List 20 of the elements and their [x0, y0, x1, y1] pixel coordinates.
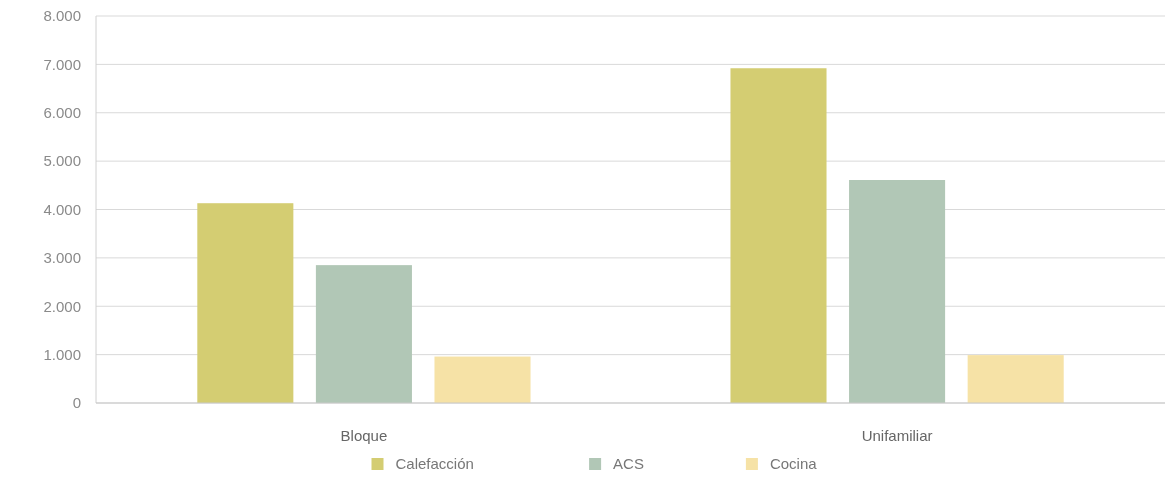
legend-label: Calefacción [395, 455, 474, 473]
y-tick-label: 5.000 [43, 152, 81, 170]
x-tick-label: Bloque [340, 427, 388, 444]
y-tick-label: 3.000 [43, 249, 81, 267]
y-tick-label: 7.000 [43, 55, 81, 73]
y-tick-label: 2.000 [43, 297, 81, 315]
bar [315, 265, 412, 403]
bar [849, 179, 946, 403]
bar [197, 203, 294, 403]
legend-label: Cocina [769, 455, 818, 473]
legend-label: ACS [613, 455, 644, 473]
y-tick-label: 6.000 [43, 104, 81, 121]
bar [730, 68, 827, 403]
y-tick-label: 1.000 [43, 345, 81, 363]
y-tick-label: 8.000 [43, 7, 81, 25]
y-tick-label: 0 [72, 394, 81, 412]
x-tick-label: Unifamiliar [861, 427, 933, 444]
bar [967, 355, 1064, 403]
y-tick-label: 4.000 [43, 200, 81, 218]
bar [434, 356, 531, 403]
